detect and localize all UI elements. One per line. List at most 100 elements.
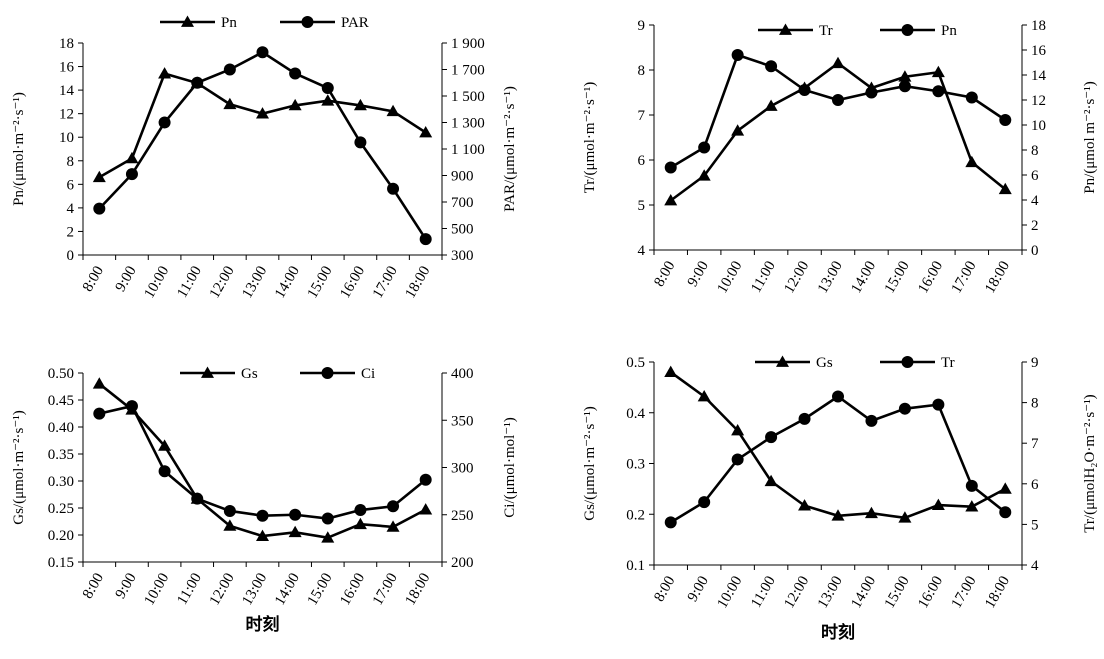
legend-marker-gs (201, 366, 214, 378)
legend-marker-tr (779, 23, 792, 35)
right-tick-label: 2 (1031, 218, 1039, 234)
left-tick-label: 9 (638, 18, 646, 34)
data-point-tr (898, 70, 912, 82)
data-point-tr (798, 412, 811, 425)
data-point-tr (765, 431, 778, 444)
series-line-pn (98, 72, 427, 179)
left-tick-label: 8 (67, 154, 75, 170)
left-axis-title: Gs/(μmol·m⁻²·s⁻¹) (582, 406, 598, 521)
x-axis-title: 时刻 (246, 614, 280, 635)
x-tick-label: 8:00 (80, 264, 107, 295)
legend-marker-par (301, 16, 314, 28)
data-point-ci (125, 400, 138, 413)
right-axis-title: Pn/(μmol m⁻²·s⁻¹) (1082, 81, 1098, 193)
data-point-pn (223, 97, 237, 110)
data-point-tr (931, 65, 945, 78)
left-tick-label: 7 (638, 108, 646, 124)
data-point-pn (965, 91, 978, 104)
data-point-pn (731, 49, 744, 61)
data-point-ci (256, 509, 269, 522)
series-pn (664, 49, 1012, 174)
series-gs (664, 365, 1012, 523)
data-point-ci (93, 407, 106, 420)
x-tick-label: 13:00 (239, 571, 270, 609)
data-point-gs (92, 377, 106, 389)
legend-item-tr: Tr (758, 23, 833, 39)
legend-label: Pn (941, 23, 957, 39)
x-axis-title: 时刻 (821, 622, 855, 643)
x-tick-label: 8:00 (80, 571, 107, 602)
data-point-pn (256, 107, 269, 119)
left-tick-label: 0.1 (626, 558, 645, 574)
left-tick-label: 0.2 (626, 507, 645, 523)
x-tick-label: 9:00 (113, 264, 140, 295)
left-tick-label: 0.40 (48, 420, 74, 436)
right-tick-label: 1 700 (451, 63, 485, 79)
left-axis-title: Pn/(μmol·m⁻²·s⁻¹) (11, 92, 27, 206)
data-point-gs (931, 498, 945, 510)
right-tick-label: 7 (1031, 436, 1039, 452)
right-tick-label: 300 (451, 248, 474, 264)
data-point-tr (831, 56, 845, 69)
data-point-ci (387, 500, 400, 513)
data-point-pn (798, 84, 811, 96)
data-point-gs (256, 529, 269, 541)
x-tick-label: 14:00 (272, 264, 303, 302)
right-tick-label: 1 900 (451, 36, 485, 52)
left-tick-label: 0.3 (626, 457, 645, 473)
data-point-par (419, 233, 432, 246)
legend-item-gs: Gs (755, 355, 833, 371)
data-point-gs (223, 519, 237, 531)
x-tick-label: 11:00 (174, 264, 205, 301)
data-point-gs (965, 500, 979, 512)
data-point-ci (321, 512, 334, 525)
data-point-gs (864, 506, 878, 519)
legend-item-tr: Tr (880, 355, 955, 371)
data-point-pn (865, 86, 878, 99)
x-tick-label: 18:00 (982, 259, 1013, 297)
data-point-gs (898, 511, 912, 523)
x-tick-label: 17:00 (949, 574, 980, 612)
data-point-tr (998, 182, 1012, 195)
x-tick-label: 12:00 (781, 574, 812, 612)
data-point-pn (288, 98, 302, 111)
data-point-pn (419, 126, 433, 138)
panel-1: 0 2 4 6 8 10 12 14 16 18 300 500 700 900 1 100 1 300 1 5… (11, 15, 518, 301)
left-tick-label: 6 (638, 153, 646, 169)
data-point-gs (386, 520, 400, 532)
data-point-pn (386, 104, 400, 117)
data-point-gs (831, 509, 845, 521)
series-ci (93, 400, 432, 525)
x-tick-label: 11:00 (748, 574, 779, 611)
x-tick-label: 10:00 (714, 259, 745, 297)
left-tick-label: 0.50 (48, 366, 74, 382)
data-point-par (158, 116, 171, 129)
legend-label: Gs (241, 366, 258, 382)
right-tick-label: 8 (1031, 143, 1039, 159)
right-tick-label: 1 100 (451, 142, 485, 158)
right-axis-title: Ci/(μmol·mol⁻¹) (502, 417, 518, 517)
legend-label: Ci (361, 366, 375, 382)
x-tick-label: 18:00 (403, 571, 434, 609)
left-tick-label: 0.30 (48, 474, 74, 490)
right-tick-label: 1 500 (451, 89, 485, 105)
data-point-gs (288, 525, 302, 538)
data-point-ci (191, 492, 204, 505)
series-line-ci (99, 404, 427, 520)
data-point-par (125, 168, 138, 181)
data-point-pn (92, 170, 106, 183)
legend-label: PAR (341, 15, 369, 31)
x-tick-label: 9:00 (685, 574, 712, 605)
right-tick-label: 400 (451, 366, 474, 382)
x-tick-label: 10:00 (714, 574, 745, 612)
panel-3: 0.15 0.20 0.25 0.30 0.35 0.40 0.45 0.50 200 250 30… (11, 366, 518, 635)
data-point-tr (965, 155, 979, 168)
left-tick-label: 0.5 (626, 355, 645, 371)
data-point-ci (223, 504, 236, 517)
x-tick-label: 9:00 (685, 259, 712, 290)
x-tick-label: 11:00 (174, 571, 205, 608)
x-tick-label: 18:00 (982, 574, 1013, 612)
right-tick-label: 900 (451, 169, 474, 185)
right-tick-label: 8 (1031, 396, 1039, 412)
